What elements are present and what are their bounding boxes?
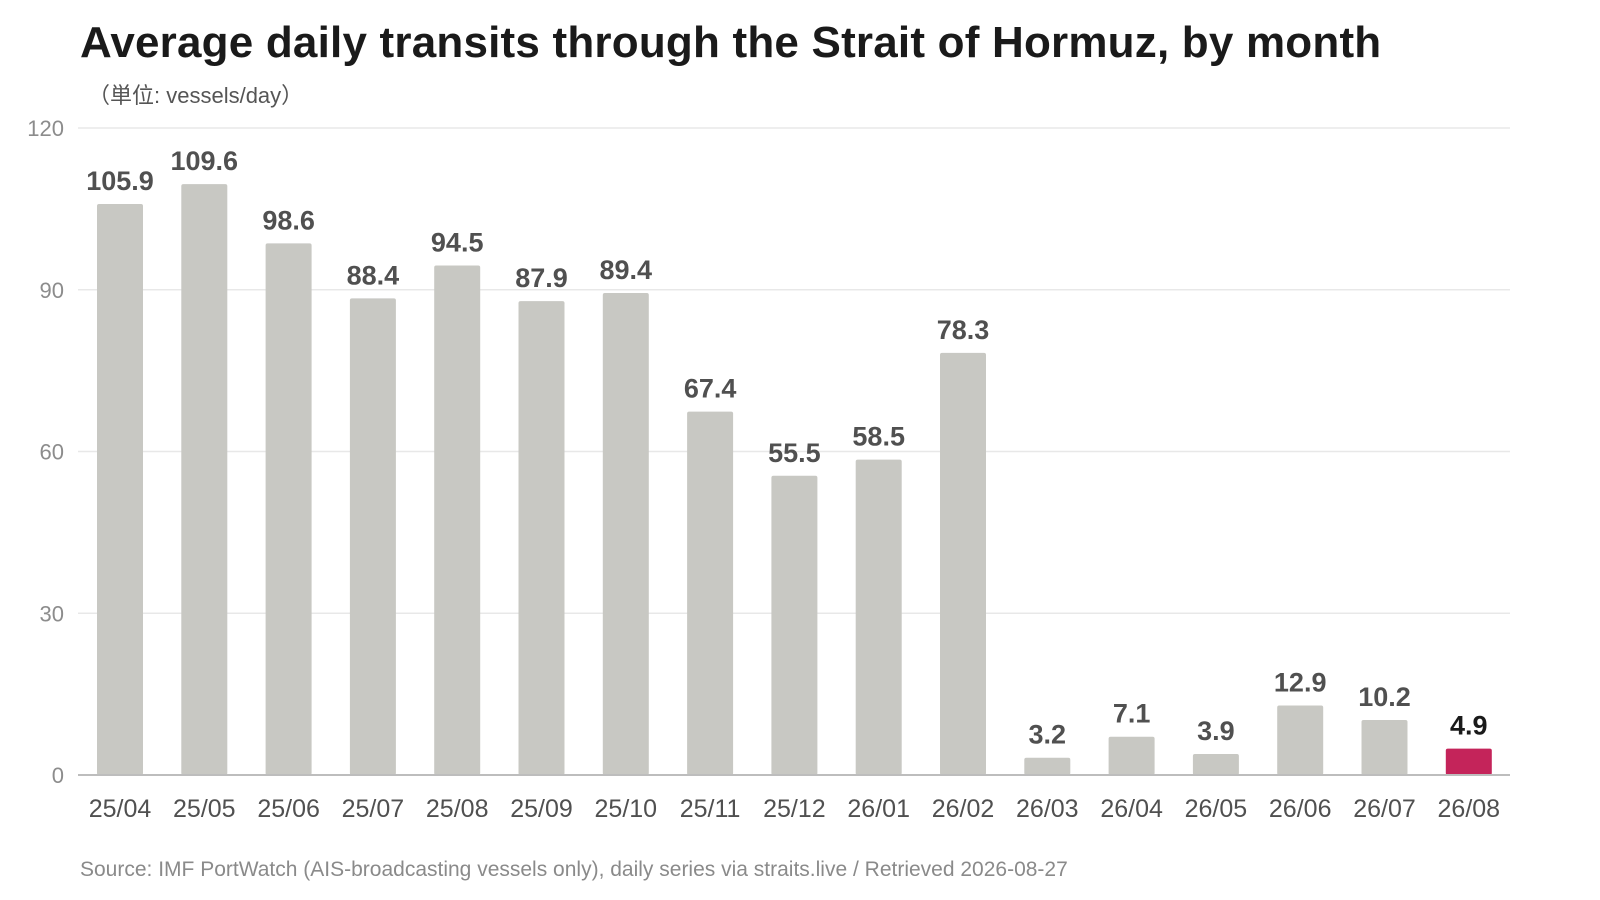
data-label: 94.5 xyxy=(431,227,484,257)
bar-25/06 xyxy=(265,243,312,776)
bar-26/04 xyxy=(1108,736,1155,775)
x-tick-label: 25/10 xyxy=(595,795,658,823)
bar-26/06 xyxy=(1277,705,1324,775)
data-label: 67.4 xyxy=(684,374,737,404)
x-tick-label: 25/04 xyxy=(89,795,152,823)
bar-26/07 xyxy=(1361,720,1408,775)
x-tick-label: 26/05 xyxy=(1185,795,1248,823)
data-label: 88.4 xyxy=(347,260,400,290)
bar-25/05 xyxy=(181,184,228,775)
data-label: 10.2 xyxy=(1358,682,1411,712)
bar-25/12 xyxy=(771,475,818,775)
data-label: 3.2 xyxy=(1029,720,1067,750)
chart-unit-subtitle: （単位: vessels/day） xyxy=(88,83,304,108)
data-label: 98.6 xyxy=(262,205,315,235)
data-label: 55.5 xyxy=(768,438,821,468)
y-tick-label: 30 xyxy=(40,601,64,626)
data-label: 89.4 xyxy=(600,255,653,285)
bar-26/05 xyxy=(1192,753,1239,775)
x-tick-label: 26/02 xyxy=(932,795,995,823)
x-tick-label: 26/08 xyxy=(1438,795,1501,823)
y-tick-label: 60 xyxy=(40,440,64,465)
x-tick-label: 25/06 xyxy=(257,795,320,823)
y-tick-label: 120 xyxy=(27,116,64,141)
x-tick-label: 25/12 xyxy=(763,795,826,823)
bar-26/01 xyxy=(855,459,902,775)
y-tick-label: 0 xyxy=(52,763,64,788)
x-tick-label: 25/08 xyxy=(426,795,489,823)
bar-25/09 xyxy=(518,301,565,775)
bar-25/04 xyxy=(97,204,143,775)
bar-26/02 xyxy=(940,352,986,775)
x-tick-label: 26/04 xyxy=(1100,795,1163,823)
x-tick-label: 25/11 xyxy=(680,795,741,823)
bar-25/10 xyxy=(602,292,649,775)
bar-26/08 xyxy=(1445,748,1492,775)
bar-25/08 xyxy=(434,265,481,775)
data-label: 3.9 xyxy=(1197,716,1235,746)
data-label: 12.9 xyxy=(1274,667,1327,697)
data-label: 105.9 xyxy=(86,166,154,196)
bar-26/03 xyxy=(1024,757,1071,775)
x-tick-label: 26/01 xyxy=(847,795,910,823)
y-tick-label: 90 xyxy=(40,278,64,303)
data-label: 109.6 xyxy=(171,146,239,176)
x-tick-label: 26/06 xyxy=(1269,795,1332,823)
x-tick-label: 26/03 xyxy=(1016,795,1079,823)
x-tick-label: 25/09 xyxy=(510,795,573,823)
bar-25/11 xyxy=(687,411,734,775)
x-tick-label: 25/05 xyxy=(173,795,236,823)
data-label: 7.1 xyxy=(1113,699,1151,729)
chart-source-note: Source: IMF PortWatch (AIS-broadcasting … xyxy=(80,858,1068,881)
x-tick-label: 25/07 xyxy=(342,795,405,823)
chart-title: Average daily transits through the Strai… xyxy=(80,18,1382,67)
data-label: 58.5 xyxy=(852,422,905,452)
data-label: 78.3 xyxy=(937,315,990,345)
bar-25/07 xyxy=(349,298,396,775)
x-tick-label: 26/07 xyxy=(1353,795,1416,823)
data-label: 4.9 xyxy=(1450,711,1488,741)
data-label: 87.9 xyxy=(515,263,568,293)
